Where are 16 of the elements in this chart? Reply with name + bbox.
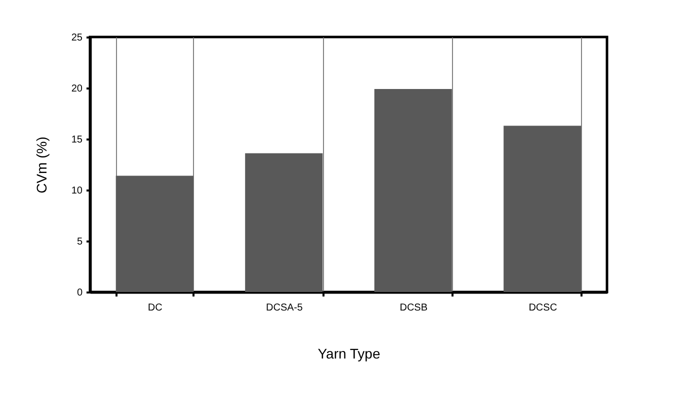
x-tick-label: DCSA-5 <box>266 302 304 314</box>
y-tick-label: 10 <box>71 186 83 196</box>
y-tick-label: 0 <box>76 288 83 298</box>
x-tick-label: DCSB <box>400 302 428 314</box>
bar <box>504 126 582 292</box>
y-tick-label: 5 <box>76 236 83 248</box>
x-tick-label: DC <box>148 302 162 314</box>
y-tick-label: 25 <box>71 32 83 44</box>
bar <box>245 153 323 292</box>
x-axis-title: Yarn Type <box>318 346 380 362</box>
y-axis-title: CVm (%) <box>33 136 50 194</box>
bar <box>374 89 452 292</box>
bar <box>116 176 194 292</box>
x-tick-label: DCSC <box>528 302 558 314</box>
y-tick-label: 20 <box>71 84 83 94</box>
y-tick-label: 15 <box>71 134 83 146</box>
